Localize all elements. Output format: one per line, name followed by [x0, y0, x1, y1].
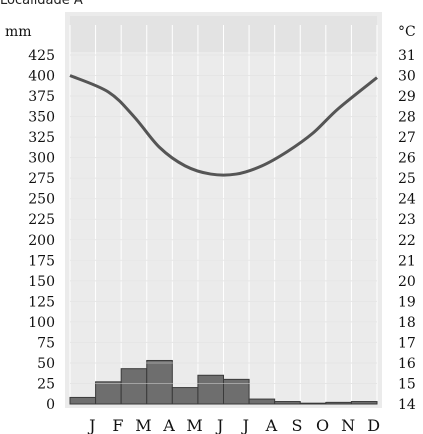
precipitation-bars — [69, 54, 378, 405]
temperature-unit-label: °C — [398, 24, 416, 40]
temperature-tick-label: 14 — [398, 397, 416, 413]
precipitation-bar — [120, 368, 148, 405]
precipitation-tick-label: 275 — [28, 171, 55, 187]
precipitation-tick-label: 175 — [28, 253, 55, 269]
temperature-tick-label: 21 — [398, 253, 416, 269]
temperature-tick-label: 24 — [398, 192, 416, 208]
precipitation-bar — [95, 381, 122, 405]
month-label: F — [112, 416, 124, 434]
temperature-tick-label: 18 — [398, 315, 416, 331]
month-label: A — [265, 416, 279, 434]
temperature-axis: 14 15 16 17 18 19 20 21 22 23 24 25 26 27 28 29 30 31 — [398, 48, 416, 413]
precipitation-tick-label: 400 — [28, 69, 55, 85]
month-label: A — [162, 416, 176, 434]
precipitation-bar — [325, 401, 352, 405]
month-label: D — [367, 416, 381, 434]
precipitation-bar — [299, 402, 327, 405]
month-label: S — [291, 416, 303, 434]
temperature-tick-label: 26 — [398, 151, 416, 167]
month-label: M — [186, 416, 203, 434]
chart-caption: Localidade A — [0, 0, 83, 8]
month-label: O — [316, 416, 330, 434]
temperature-tick-label: 31 — [398, 48, 416, 64]
precipitation-tick-label: 25 — [37, 376, 55, 392]
temperature-tick-label: 23 — [398, 212, 416, 228]
temperature-tick-label: 29 — [398, 89, 416, 105]
precipitation-bar — [248, 398, 276, 405]
temperature-tick-label: 28 — [398, 110, 416, 126]
temperature-tick-label: 16 — [398, 356, 416, 372]
precipitation-bar — [69, 396, 97, 405]
temperature-tick-label: 30 — [398, 69, 416, 85]
precipitation-tick-label: 300 — [28, 151, 55, 167]
precipitation-unit-label: mm — [5, 24, 32, 40]
temperature-tick-label: 22 — [398, 233, 416, 249]
month-label: J — [241, 416, 250, 434]
precipitation-tick-label: 325 — [28, 130, 55, 146]
month-label: N — [341, 416, 356, 434]
precipitation-bar — [197, 374, 225, 405]
precipitation-tick-label: 350 — [28, 110, 55, 126]
temperature-tick-label: 19 — [398, 294, 416, 310]
precipitation-tick-label: 0 — [46, 397, 55, 413]
precipitation-tick-label: 250 — [28, 192, 55, 208]
precipitation-tick-label: 150 — [28, 274, 55, 290]
month-label: J — [215, 416, 224, 434]
precipitation-tick-label: 100 — [28, 315, 55, 331]
precipitation-tick-label: 200 — [28, 233, 55, 249]
month-label: M — [135, 416, 152, 434]
precipitation-tick-label: 75 — [37, 335, 55, 351]
month-label: J — [87, 416, 96, 434]
temperature-tick-label: 27 — [398, 130, 416, 146]
precipitation-tick-label: 225 — [28, 212, 55, 228]
precipitation-tick-label: 425 — [28, 48, 55, 64]
temperature-tick-label: 17 — [398, 335, 416, 351]
temperature-tick-label: 25 — [398, 171, 416, 187]
precipitation-bar — [274, 401, 301, 405]
precipitation-tick-label: 375 — [28, 89, 55, 105]
precipitation-bar — [350, 401, 378, 405]
temperature-line — [69, 74, 378, 177]
temperature-tick-label: 20 — [398, 274, 416, 290]
temperature-tick-label: 15 — [398, 376, 416, 392]
precipitation-bar — [146, 359, 173, 405]
precipitation-bar — [171, 387, 199, 405]
precipitation-axis: 0 25 50 75 100 125 150 175 200 225 250 275 300 325 350… — [28, 48, 55, 413]
precipitation-tick-label: 125 — [28, 294, 55, 310]
precipitation-tick-label: 50 — [37, 356, 55, 372]
